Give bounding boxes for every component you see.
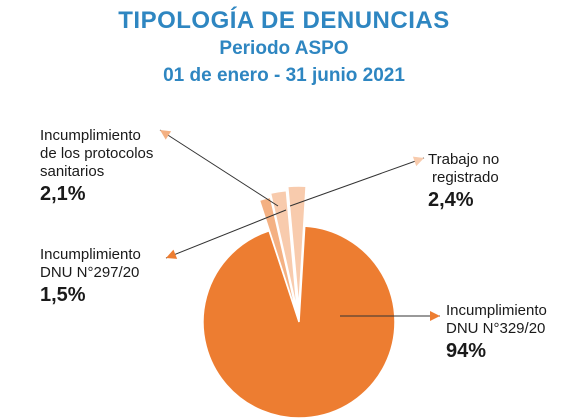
label-protocolos-line-3: sanitarios [40, 163, 105, 180]
label-trabajo-line-2: registrado [432, 169, 499, 186]
slice-protocolos [269, 189, 299, 313]
label-dnu297: Incumplimiento DNU N°297/20 1,5% [40, 246, 141, 308]
label-dnu297-value: 1,5% [40, 284, 86, 306]
label-trabajo: Trabajo no registrado 2,4% [428, 151, 499, 213]
label-trabajo-line-1: Trabajo no [428, 151, 500, 168]
label-dnu297-line-2: DNU N°297/20 [40, 264, 140, 281]
chart-subtitle: Periodo ASPO [219, 38, 349, 59]
leader-protocolos [159, 129, 279, 207]
chart-header: TIPOLOGÍA DE DENUNCIAS Periodo ASPO 01 d… [0, 6, 568, 90]
label-dnu297-line-1: Incumplimiento [40, 246, 141, 263]
label-protocolos-line-1: Incumplimiento [40, 127, 141, 144]
label-dnu329-value: 94% [446, 340, 487, 362]
label-dnu329-line-1: Incumplimiento [446, 302, 547, 319]
slice-dnu297 [258, 196, 299, 317]
label-protocolos: Incumplimiento de los protocolos sanitar… [40, 127, 153, 207]
label-trabajo-value: 2,4% [428, 189, 474, 211]
leader-trabajo [289, 156, 425, 207]
leader-dnu297 [165, 209, 287, 259]
chart-period: 01 de enero - 31 junio 2021 [163, 65, 405, 86]
chart-title: TIPOLOGÍA DE DENUNCIAS [118, 7, 450, 34]
label-dnu329-line-2: DNU N°329/20 [446, 320, 546, 337]
slice-trabajo [286, 185, 307, 309]
label-protocolos-line-2: de los protocolos [40, 145, 154, 162]
slice-dnu329 [202, 225, 396, 418]
label-dnu329: Incumplimiento DNU N°329/20 94% [446, 302, 547, 364]
label-protocolos-value: 2,1% [40, 183, 86, 205]
leader-dnu329 [340, 311, 440, 321]
